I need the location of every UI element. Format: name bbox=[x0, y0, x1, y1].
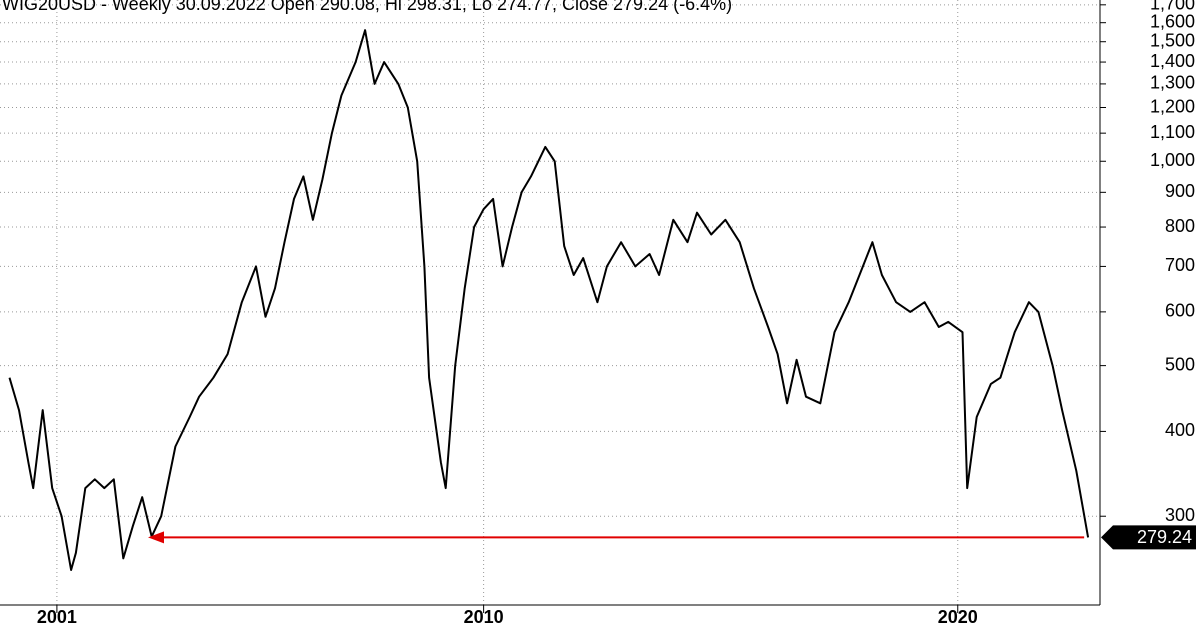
y-tick-label: 400 bbox=[1165, 420, 1195, 440]
y-tick-label: 700 bbox=[1165, 255, 1195, 275]
y-tick-label: 500 bbox=[1165, 354, 1195, 374]
x-tick-label: 2020 bbox=[938, 607, 978, 627]
chart-title: WIG20USD - Weekly 30.09.2022 Open 290.08… bbox=[2, 0, 732, 14]
y-tick-label: 1,600 bbox=[1150, 11, 1195, 31]
y-tick-label: 1,200 bbox=[1150, 96, 1195, 116]
last-value-label: 279.24 bbox=[1137, 527, 1192, 547]
arrow-head bbox=[148, 531, 164, 544]
y-tick-label: 800 bbox=[1165, 216, 1195, 236]
x-tick-label: 2010 bbox=[464, 607, 504, 627]
y-tick-label: 1,000 bbox=[1150, 150, 1195, 170]
y-tick-label: 300 bbox=[1165, 505, 1195, 525]
y-tick-label: 1,300 bbox=[1150, 73, 1195, 93]
y-tick-label: 1,400 bbox=[1150, 51, 1195, 71]
last-value-box bbox=[1101, 525, 1196, 550]
y-tick-label: 1,700 bbox=[1150, 0, 1195, 14]
x-tick-label: 2001 bbox=[37, 607, 77, 627]
price-line bbox=[8, 29, 1090, 571]
y-tick-label: 900 bbox=[1165, 181, 1195, 201]
y-tick-label: 1,500 bbox=[1150, 30, 1195, 50]
y-tick-label: 1,100 bbox=[1150, 122, 1195, 142]
y-tick-label: 600 bbox=[1165, 301, 1195, 321]
